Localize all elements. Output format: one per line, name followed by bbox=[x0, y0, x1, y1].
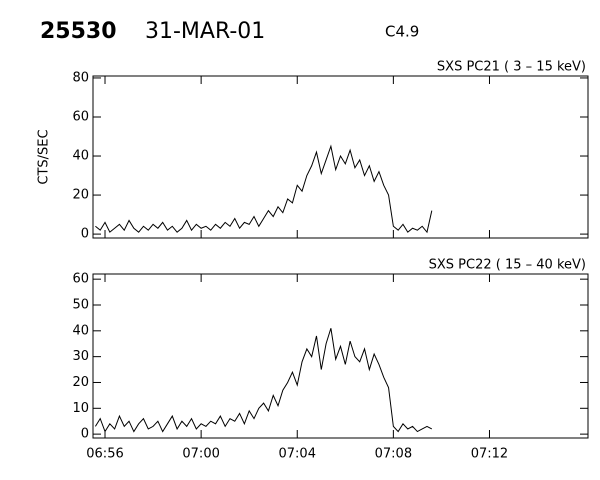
flare-class: C4.9 bbox=[385, 23, 419, 41]
y-tick-label: 30 bbox=[72, 349, 89, 364]
x-tick-label: 07:08 bbox=[375, 447, 412, 462]
y-tick-label: 20 bbox=[72, 188, 89, 203]
x-tick-label: 07:04 bbox=[279, 447, 316, 462]
y-tick-label: 40 bbox=[72, 323, 89, 338]
plot-frame bbox=[92, 75, 589, 239]
y-tick-label: 0 bbox=[81, 227, 89, 242]
x-tick-label: 07:00 bbox=[182, 447, 219, 462]
plot-frame bbox=[92, 273, 589, 439]
panel-title: SXS PC21 ( 3 – 15 keV) bbox=[437, 60, 586, 75]
event-id: 25530 bbox=[40, 19, 117, 44]
y-tick-label: 40 bbox=[72, 149, 89, 164]
y-tick-label: 0 bbox=[81, 427, 89, 442]
y-tick-label: 60 bbox=[72, 109, 89, 124]
light-curve bbox=[94, 328, 433, 433]
y-axis-label: CTS/SEC bbox=[37, 129, 52, 184]
y-tick-label: 20 bbox=[72, 375, 89, 390]
y-tick-label: 10 bbox=[72, 401, 89, 416]
x-tick-label: 07:12 bbox=[471, 447, 508, 462]
y-tick-label: 60 bbox=[72, 272, 89, 287]
panel-title: SXS PC22 ( 15 – 40 keV) bbox=[429, 258, 586, 273]
x-tick-label: 06:56 bbox=[86, 447, 123, 462]
light-curve bbox=[95, 144, 433, 234]
event-date: 31-MAR-01 bbox=[145, 19, 265, 44]
y-tick-label: 80 bbox=[72, 70, 89, 85]
y-tick-label: 50 bbox=[72, 297, 89, 312]
